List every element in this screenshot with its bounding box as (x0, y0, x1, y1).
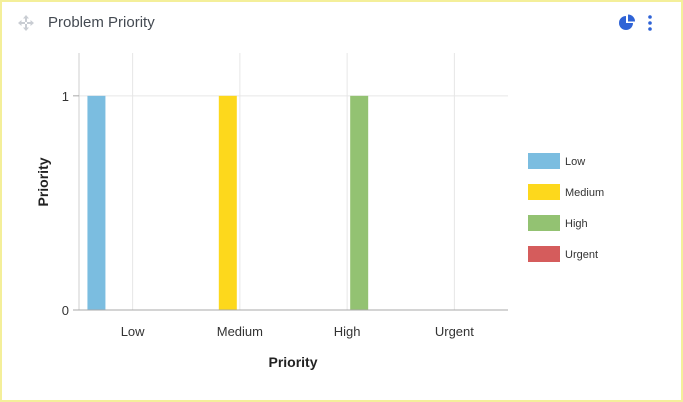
x-tick-label: Medium (217, 324, 263, 339)
gridlines (79, 53, 508, 310)
y-tick-label: 0 (62, 303, 69, 318)
legend: Low Medium High Urgent (528, 153, 604, 262)
vertical-dots-menu-icon[interactable] (644, 14, 656, 32)
bars (87, 95, 369, 310)
legend-label-medium[interactable]: Medium (565, 187, 604, 199)
y-tick-label: 1 (62, 89, 69, 104)
legend-label-high[interactable]: High (565, 218, 588, 230)
y-axis-label: Priority (35, 157, 51, 206)
widget-title: Problem Priority (48, 14, 155, 31)
x-tick-label: Urgent (435, 324, 474, 339)
axes: 0 1 Low Medium High Urgent (62, 53, 508, 339)
widget-header: Problem Priority (2, 2, 681, 44)
bar-high-high[interactable] (350, 95, 369, 310)
legend-label-urgent[interactable]: Urgent (565, 249, 598, 261)
pie-chart-icon[interactable] (618, 14, 636, 32)
legend-swatch-high[interactable] (528, 215, 560, 231)
bar-low-low[interactable] (87, 95, 106, 310)
move-arrows-icon[interactable] (18, 15, 34, 31)
bar-medium-medium[interactable] (218, 95, 237, 310)
x-axis-label: Priority (268, 354, 317, 370)
legend-swatch-medium[interactable] (528, 184, 560, 200)
legend-swatch-low[interactable] (528, 153, 560, 169)
x-tick-label: Low (121, 324, 145, 339)
legend-label-low[interactable]: Low (565, 156, 585, 168)
legend-swatch-urgent[interactable] (528, 246, 560, 262)
x-tick-label: High (334, 324, 361, 339)
